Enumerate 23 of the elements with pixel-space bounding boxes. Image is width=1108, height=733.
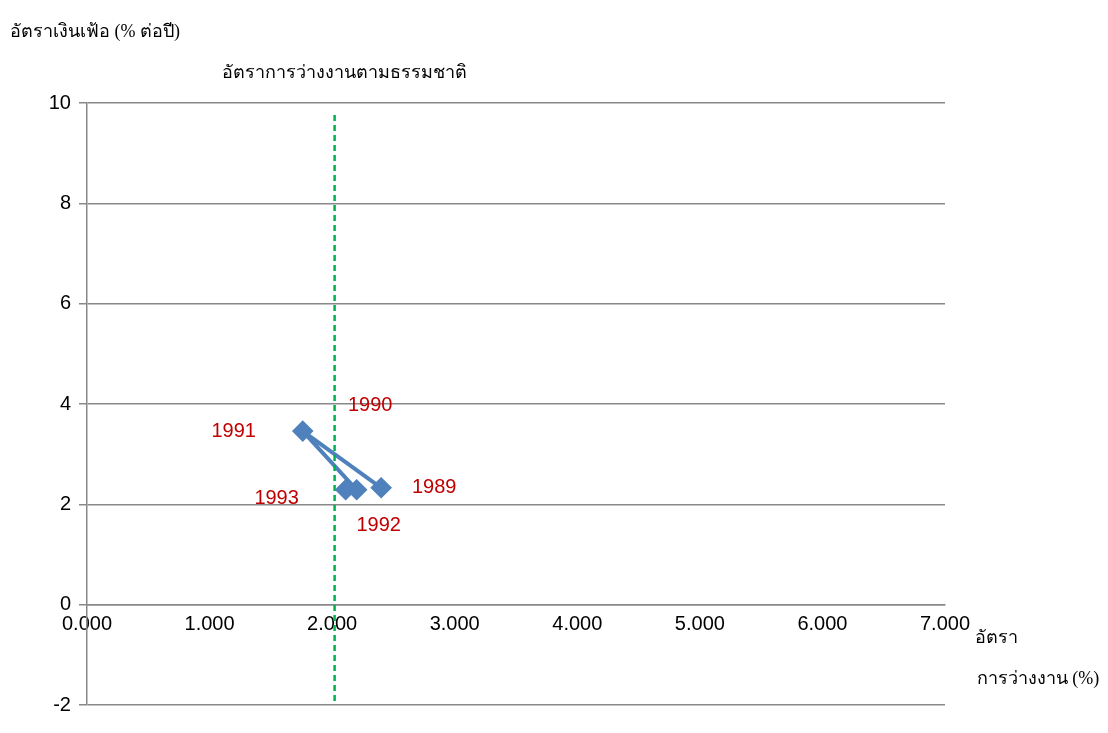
y-tick-label: 6 xyxy=(59,291,71,314)
annotation: 1992 xyxy=(356,513,401,536)
x-tick-label: 7.000 xyxy=(919,612,971,635)
y-tick-label: -2 xyxy=(53,692,71,715)
annotation: 1990 xyxy=(347,393,393,416)
annotation: 1991 xyxy=(211,418,256,441)
x-tick-label: 0.000 xyxy=(61,612,113,635)
x-tick-label: 2.000 xyxy=(307,612,358,635)
y-tick-label: 0 xyxy=(59,592,71,615)
y-tick-label: 10 xyxy=(48,90,71,113)
x-tick-label: 6.000 xyxy=(797,612,848,635)
x-axis-title: อัตรา การว่างงาน (%) xyxy=(975,627,1100,690)
annotation: 1989 xyxy=(411,475,457,498)
y-tick-label: 2 xyxy=(59,491,71,514)
y-axis-title: อัตราเงินเฟ้อ (% ต่อปี) xyxy=(10,20,180,42)
ref-line-label: อัตราการว่างงานตามธรรมชาติ xyxy=(222,61,468,82)
x-tick-label: 3.000 xyxy=(429,612,480,635)
x-tick-label: 5.000 xyxy=(674,612,725,635)
y-tick-label: 8 xyxy=(59,190,71,213)
annotation: 1993 xyxy=(254,486,299,509)
x-tick-label: 1.000 xyxy=(184,612,235,635)
y-tick-label: 4 xyxy=(59,391,71,414)
x-tick-label: 4.000 xyxy=(552,612,603,635)
